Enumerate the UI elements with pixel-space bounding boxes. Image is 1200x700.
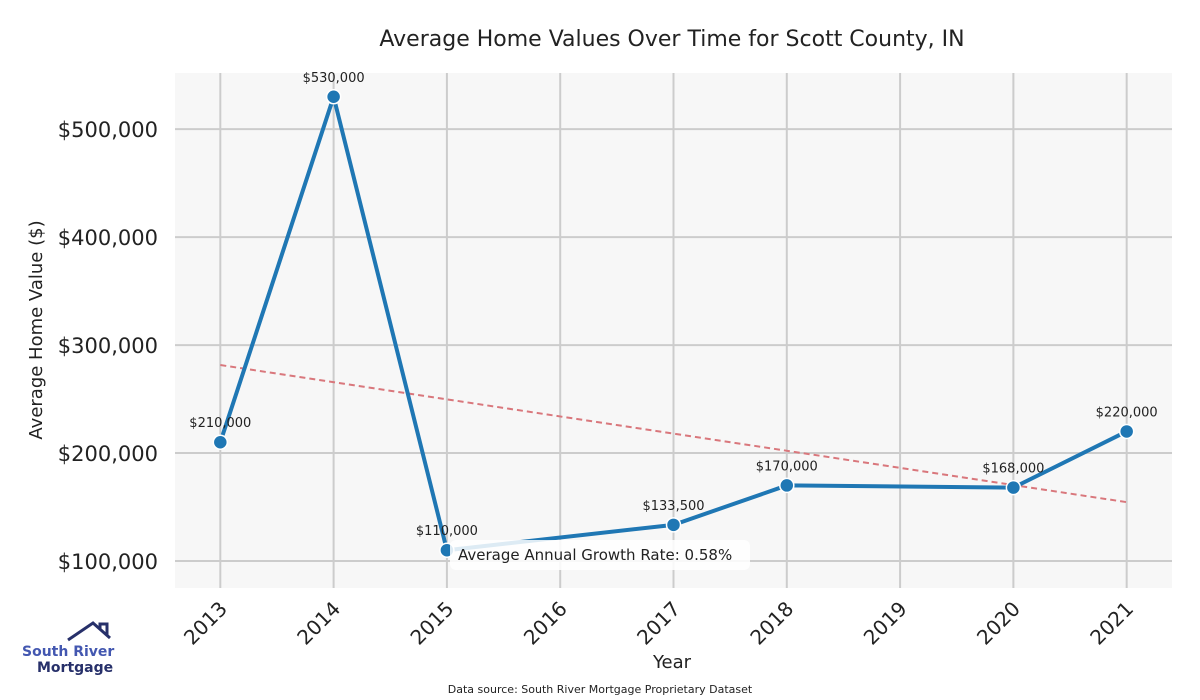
data-source-note: Data source: South River Mortgage Propri… <box>448 683 753 696</box>
data-point <box>779 477 795 494</box>
x-axis-label: Year <box>652 652 692 673</box>
x-tick-label: 2013 <box>179 597 232 650</box>
x-tick-label: 2014 <box>292 597 345 650</box>
house-roof-icon <box>67 621 111 642</box>
y-tick-label: $100,000 <box>58 550 158 574</box>
trend-line <box>220 364 1127 504</box>
data-point <box>1118 423 1135 440</box>
south-river-mortgage-logo: South River Mortgage <box>22 621 114 676</box>
y-tick-label: $500,000 <box>58 118 158 142</box>
x-tick-label: 2021 <box>1085 597 1138 650</box>
y-axis-label: Average Home Value ($) <box>26 220 47 439</box>
growth-rate-annotation: Average Annual Growth Rate: 0.58% <box>458 546 732 564</box>
annotation-box <box>450 540 750 570</box>
logo-line1: South River <box>22 644 114 660</box>
data-label: $530,000 <box>303 71 365 86</box>
data-point <box>665 517 682 533</box>
data-point <box>1005 479 1022 496</box>
data-label: $168,000 <box>982 462 1044 477</box>
x-tick-label: 2018 <box>745 597 798 650</box>
x-tick-label: 2016 <box>519 597 572 650</box>
logo-line2: Mortgage <box>37 660 113 676</box>
data-label: $220,000 <box>1096 405 1158 420</box>
data-label: $110,000 <box>416 524 478 539</box>
x-tick-label: 2015 <box>405 597 458 650</box>
x-tick-label: 2019 <box>859 597 912 650</box>
data-label: $210,000 <box>189 416 251 431</box>
data-label: $133,500 <box>642 499 704 514</box>
y-tick-label: $400,000 <box>58 226 158 250</box>
data-point <box>325 89 342 105</box>
chart-title: Average Home Values Over Time for Scott … <box>379 27 964 52</box>
data-point <box>212 434 229 450</box>
y-tick-label: $200,000 <box>58 442 158 466</box>
x-tick-label: 2017 <box>632 597 685 650</box>
x-tick-label: 2020 <box>972 597 1025 650</box>
data-label: $170,000 <box>756 459 818 474</box>
y-tick-label: $300,000 <box>58 334 158 358</box>
